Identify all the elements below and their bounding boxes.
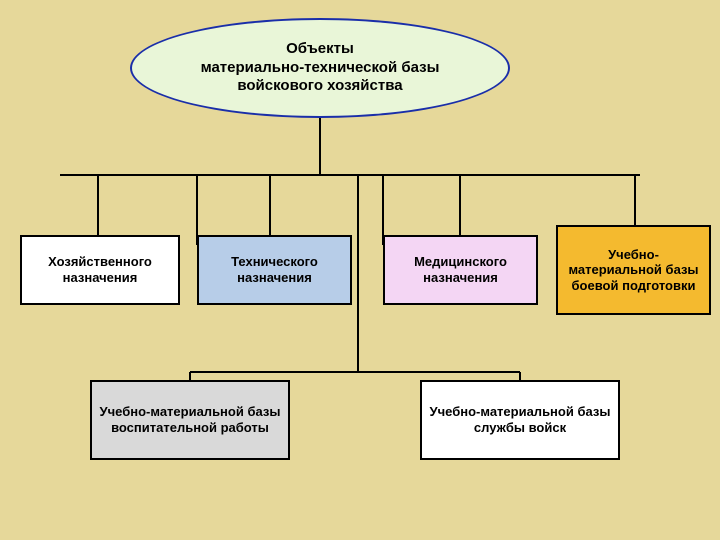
node-troop-service: Учебно-материальной базы службы войск	[420, 380, 620, 460]
title-text: Объектыматериально-технической базывойск…	[201, 40, 440, 96]
node-economic: Хозяйственного назначения	[20, 235, 180, 305]
node-technical: Технического назначения	[197, 235, 352, 305]
title-ellipse: Объектыматериально-технической базывойск…	[130, 18, 510, 118]
diagram-canvas: Объектыматериально-технической базывойск…	[0, 0, 720, 540]
node-combat-training-label: Учебно-материальной базы боевой подготов…	[562, 247, 705, 294]
node-medical-label: Медицинского назначения	[389, 254, 532, 285]
node-troop-service-label: Учебно-материальной базы службы войск	[426, 404, 614, 435]
node-combat-training: Учебно-материальной базы боевой подготов…	[556, 225, 711, 315]
node-medical: Медицинского назначения	[383, 235, 538, 305]
node-educational-work-label: Учебно-материальной базы воспитательной …	[96, 404, 284, 435]
node-technical-label: Технического назначения	[203, 254, 346, 285]
node-economic-label: Хозяйственного назначения	[26, 254, 174, 285]
node-educational-work: Учебно-материальной базы воспитательной …	[90, 380, 290, 460]
